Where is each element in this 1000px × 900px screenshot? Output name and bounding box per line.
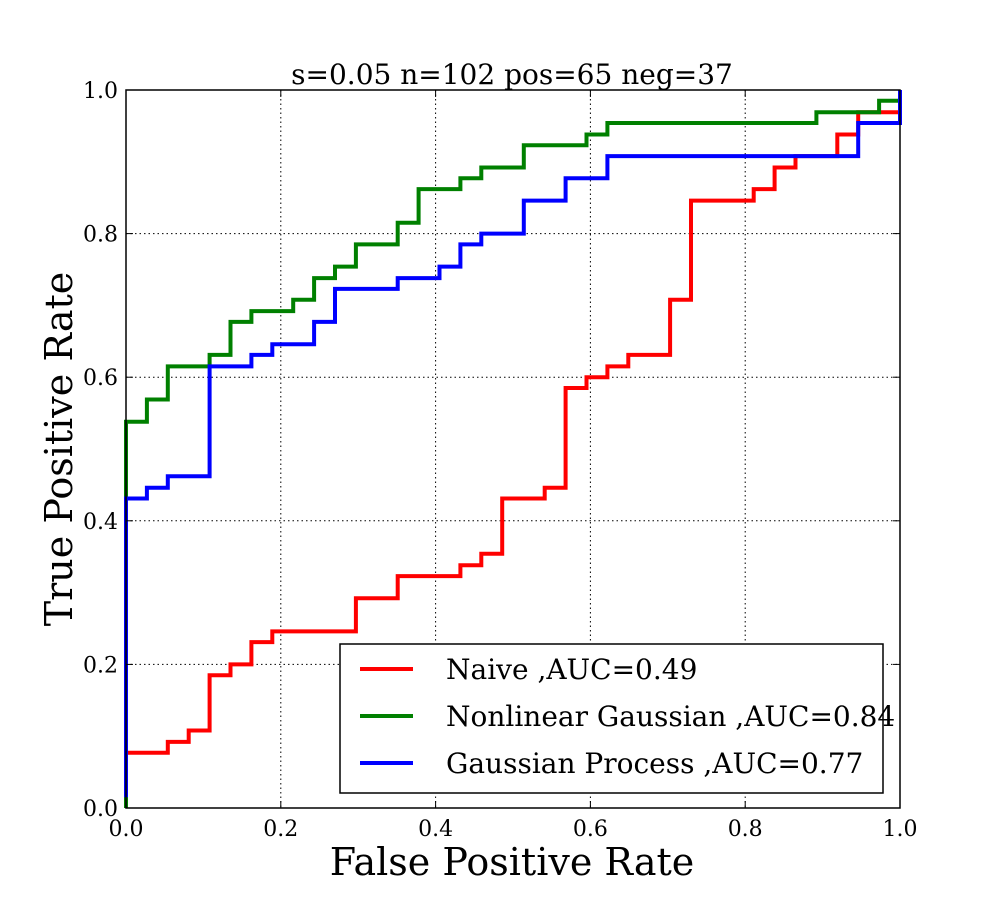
plot-frame [125, 89, 901, 809]
x-axis-label: False Positive Rate [330, 840, 695, 884]
series-line-nonlinear [124, 90, 902, 808]
x-tick-label: 0.8 [728, 817, 763, 842]
x-tick-label: 0.6 [573, 817, 608, 842]
x-tick-label: 0.2 [263, 817, 298, 842]
series-line-gaussian [124, 90, 902, 798]
x-tick-label: 1.0 [883, 817, 918, 842]
legend-label-naive: Naive ,AUC=0.49 [446, 653, 697, 686]
legend-box [339, 643, 884, 794]
y-tick-label: 0.0 [83, 797, 118, 822]
y-tick-label: 0.2 [83, 653, 118, 678]
ticks: 0.0 0.2 0.4 0.6 0.8 1.0 0.0 0.2 0.4 0.6 0.8 1.0 [83, 79, 918, 842]
legend: Naive ,AUC=0.49 Nonlinear Gaussian ,AUC=0… [339, 643, 895, 794]
legend-label-nonlinear: Nonlinear Gaussian ,AUC=0.84 [446, 700, 895, 733]
series-lines [124, 90, 902, 808]
legend-label-gaussian: Gaussian Process ,AUC=0.77 [446, 747, 863, 780]
y-tick-label: 0.4 [83, 510, 118, 535]
chart-title: s=0.05 n=102 pos=65 neg=37 [291, 58, 733, 91]
y-tick-label: 0.8 [83, 223, 118, 248]
x-tick-label: 0.4 [418, 817, 453, 842]
series-line-naive [124, 90, 902, 808]
y-tick-label: 1.0 [83, 79, 118, 104]
y-axis-label: True Positive Rate [37, 272, 81, 626]
y-tick-label: 0.6 [83, 366, 118, 391]
x-tick-label: 0.0 [109, 817, 144, 842]
